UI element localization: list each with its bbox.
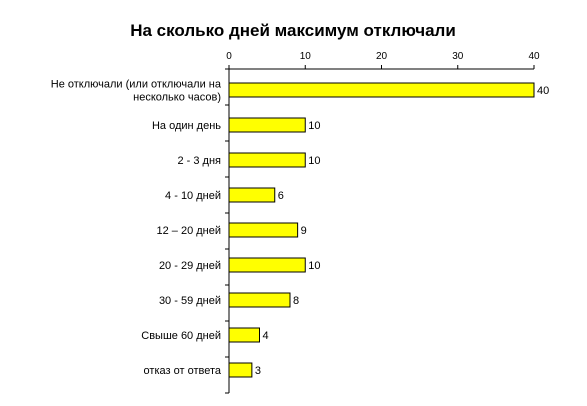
category-label: 2 - 3 дня [177,155,221,167]
category-label: несколько часов) [133,92,221,104]
bar [228,117,306,133]
bar [228,257,306,273]
data-label: 3 [255,365,261,377]
category-label: Свыше 60 дней [141,330,221,342]
data-label: 6 [278,190,284,202]
x-tick-label: 0 [226,51,232,62]
data-label: 10 [308,155,320,167]
data-label: 40 [537,85,549,97]
data-label: 8 [293,295,299,307]
bar [228,327,260,343]
x-tick-label: 30 [452,51,464,62]
axis-layer: 0 10 20 30 40 [225,51,540,394]
x-tick-label: 10 [300,51,312,62]
bar [228,292,291,308]
bars-layer [228,82,535,378]
data-label: 4 [263,330,269,342]
category-label: Не отключали (или отключали на [51,79,222,91]
bar [228,362,253,378]
data-label: 10 [308,120,320,132]
data-label: 10 [308,260,320,272]
data-label: 9 [301,225,307,237]
bar [228,82,535,98]
bar [228,152,306,168]
category-label: 20 - 29 дней [159,260,221,272]
bar [228,187,276,203]
chart-title: На сколько дней максимум отключали [130,21,456,40]
category-label: На один день [152,120,221,132]
category-label: 12 – 20 дней [156,225,221,237]
x-tick-label: 40 [528,51,540,62]
category-label: 30 - 59 дней [159,295,221,307]
category-label: отказ от ответа [144,365,222,377]
labels-layer: 40 Не отключали (или отключали нанескольк… [51,79,549,378]
category-label: 4 - 10 дней [165,190,221,202]
x-tick-label: 20 [376,51,388,62]
bar [228,222,299,238]
